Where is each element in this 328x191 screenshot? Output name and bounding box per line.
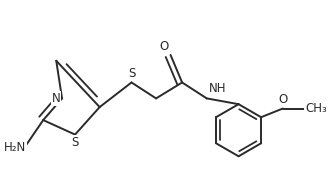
Text: N: N <box>52 92 61 105</box>
Text: H₂N: H₂N <box>4 141 26 154</box>
Text: S: S <box>128 67 135 80</box>
Text: O: O <box>278 93 287 106</box>
Text: NH: NH <box>209 83 227 96</box>
Text: O: O <box>160 40 169 53</box>
Text: CH₃: CH₃ <box>305 102 327 115</box>
Text: S: S <box>72 136 79 149</box>
